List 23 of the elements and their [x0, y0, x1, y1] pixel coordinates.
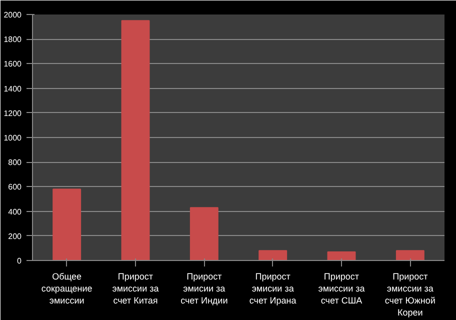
x-tick-label: Прирост эмиссии за счет США [318, 272, 365, 306]
x-tick-label: Прирост эмисии за счет Индии [180, 272, 228, 306]
y-tick-label: 2000 [4, 10, 22, 20]
y-tick-label: 200 [8, 232, 22, 241]
x-tick-label: Прирост эмисии за счет Ирана [249, 272, 296, 306]
y-tick-label: 1600 [4, 60, 22, 69]
y-tick-label: 400 [8, 207, 22, 216]
y-tick-label: 800 [8, 158, 22, 168]
x-tick-label: Общее сокращение эмиссии [41, 272, 92, 306]
x-tick-label: Прирост эмиссии за счет Китая [112, 272, 159, 306]
bar [52, 188, 82, 260]
bar [121, 20, 150, 260]
y-tick-label: 1000 [4, 134, 22, 142]
bar [327, 251, 356, 260]
bar [258, 250, 288, 260]
y-tick-label: 1200 [4, 108, 22, 118]
bar [396, 250, 424, 260]
x-tick-label: Прирост эмиссии за счет Южной Кореи [384, 272, 436, 318]
y-tick-label: 1400 [4, 84, 22, 94]
y-tick-label: 0 [17, 256, 22, 266]
y-tick-label: 1800 [4, 35, 22, 44]
y-tick-label: 600 [8, 182, 22, 192]
bar [190, 207, 218, 260]
